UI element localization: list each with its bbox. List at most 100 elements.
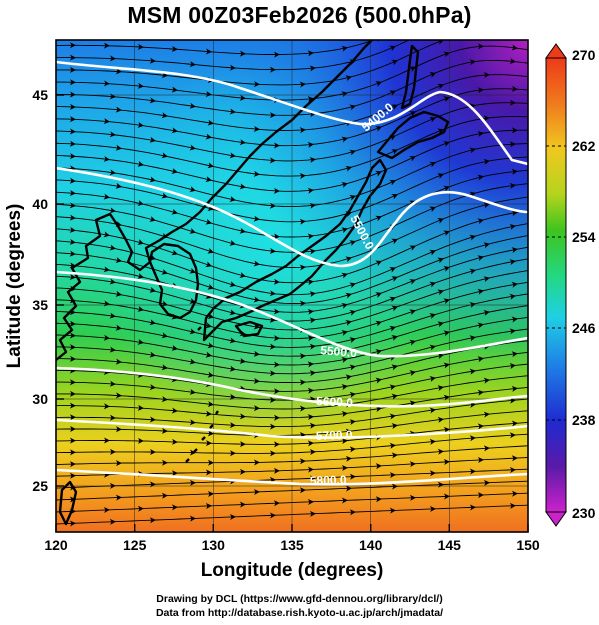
streamline-arrow xyxy=(429,117,436,123)
streamline-arrow xyxy=(239,358,246,364)
streamline-arrow xyxy=(389,442,396,449)
streamline-arrow xyxy=(509,293,516,300)
streamline-arrow xyxy=(349,282,356,289)
streamline-arrow xyxy=(109,518,116,525)
streamline-arrow xyxy=(253,260,260,267)
streamline-arrow xyxy=(205,351,212,358)
streamline-arrow xyxy=(341,227,348,234)
streamline-arrow xyxy=(307,440,314,447)
streamline-arrow xyxy=(511,44,518,51)
streamline-arrow xyxy=(437,448,444,455)
streamline-arrow xyxy=(469,147,476,154)
streamline-arrow xyxy=(171,168,178,174)
streamline-arrow xyxy=(239,94,246,101)
streamline-arrow xyxy=(69,437,76,444)
streamline-arrow xyxy=(409,111,416,117)
hokkaido-coastline xyxy=(376,110,450,160)
ryukyu-islands xyxy=(185,326,219,463)
streamline-arrow xyxy=(103,437,110,444)
streamline-arrow xyxy=(391,59,398,66)
streamline-arrow xyxy=(477,288,484,295)
streamline-arrow xyxy=(375,320,382,327)
streamline-arrow xyxy=(345,292,352,299)
streamline-arrow xyxy=(69,128,76,135)
streamline-arrow xyxy=(273,500,280,507)
streamline-arrow xyxy=(437,353,444,360)
streamline-arrow xyxy=(309,422,316,429)
streamline-arrow xyxy=(443,493,450,500)
streamline-arrow xyxy=(69,496,76,503)
streamline-arrow xyxy=(69,54,76,61)
streamline-arrow xyxy=(391,104,398,111)
streamline-arrow xyxy=(269,248,276,254)
streamline-arrow xyxy=(69,103,76,110)
streamline-arrow xyxy=(477,255,484,262)
streamline-arrow xyxy=(207,430,214,437)
streamline-arrow xyxy=(341,45,348,52)
streamline-arrow xyxy=(509,141,516,148)
streamline-arrow xyxy=(161,192,168,199)
colorbar-tick-238: 238 xyxy=(572,412,596,428)
streamline-arrow xyxy=(69,79,76,86)
streamline-arrow xyxy=(239,227,246,234)
streamline-arrow xyxy=(469,335,476,342)
streamline-arrow xyxy=(115,68,122,75)
streamline-arrow xyxy=(161,332,168,339)
streamline-arrow xyxy=(299,81,306,88)
streamline-arrow xyxy=(429,281,436,288)
y-tick-25: 25 xyxy=(32,478,48,494)
streamline-arrow xyxy=(341,330,348,336)
streamline-arrow xyxy=(345,485,352,492)
streamline-arrow xyxy=(511,490,518,497)
streamline-arrow xyxy=(391,305,398,312)
streamline-arrow xyxy=(483,115,490,122)
streamline-arrow xyxy=(469,268,476,275)
streamline-arrow xyxy=(189,228,196,234)
streamline-arrow xyxy=(239,183,246,190)
streamline-arrow xyxy=(511,351,518,358)
streamline-arrow xyxy=(207,247,214,254)
streamline-arrow xyxy=(69,153,76,160)
streamline-arrow xyxy=(375,406,382,413)
streamline-arrow xyxy=(149,384,156,391)
streamline-arrow xyxy=(171,45,178,52)
streamline-arrow xyxy=(429,313,436,319)
streamline-arrow xyxy=(341,438,348,445)
streamline-arrow xyxy=(161,364,168,371)
streamline-arrow xyxy=(345,165,352,172)
streamline-arrow xyxy=(69,402,76,409)
streamline-arrow xyxy=(115,182,122,189)
streamline-arrow xyxy=(149,449,156,456)
streamline-arrow xyxy=(207,371,214,378)
streamline-arrow xyxy=(103,334,110,341)
streamline-arrow xyxy=(391,335,398,341)
streamline-arrow xyxy=(69,426,76,433)
streamline-arrow xyxy=(115,494,122,501)
streamline-arrow xyxy=(483,309,490,316)
streamline-arrow xyxy=(511,3,518,10)
streamline-arrow xyxy=(469,504,476,511)
streamline-arrow xyxy=(269,512,276,519)
streamline-arrow xyxy=(375,170,382,177)
streamline-arrow xyxy=(309,156,316,163)
streamline-arrow xyxy=(253,489,260,496)
streamline-arrow xyxy=(375,349,382,355)
streamline-arrow xyxy=(171,470,178,477)
streamline-arrow xyxy=(69,262,76,269)
streamline-arrow xyxy=(443,266,450,272)
streamline-arrow xyxy=(239,468,246,475)
streamline-arrow xyxy=(103,118,110,125)
streamline-arrow xyxy=(341,272,348,279)
streamline-arrow xyxy=(149,416,156,423)
y-tick-45: 45 xyxy=(32,87,48,103)
streamline-arrow xyxy=(205,91,212,98)
streamline-arrow xyxy=(389,179,396,186)
streamline-arrow xyxy=(69,379,76,386)
streamline-arrow xyxy=(483,276,490,283)
axis-ticks xyxy=(55,94,529,532)
streamline-arrow xyxy=(103,193,110,200)
streamline-arrow xyxy=(109,312,116,319)
streamline-arrow xyxy=(137,121,144,128)
streamline-arrow xyxy=(443,230,450,237)
